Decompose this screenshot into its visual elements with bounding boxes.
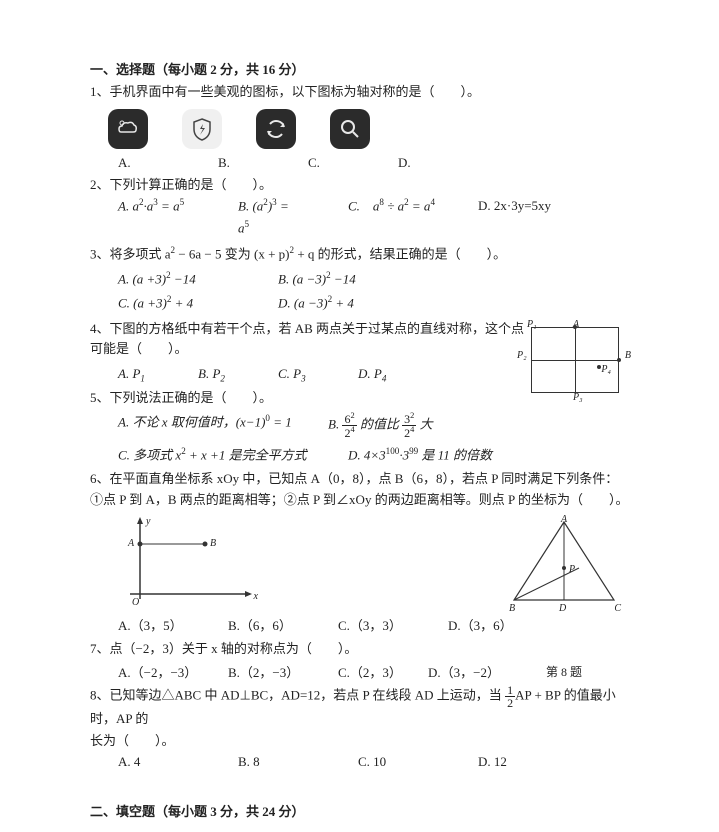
question-3: 3、将多项式 a2 − 6a − 5 变为 (x + p)2 + q 的形式，结… bbox=[90, 244, 629, 264]
q5-options-1: A. 不论 x 取何值时，(x−1)0 = 1 B. 6224 的值比 3224… bbox=[118, 412, 525, 439]
q4-grid-figure: P₁ A B P₂ P₄ P₃ bbox=[525, 321, 625, 399]
q4-opt-a: A. P1 bbox=[118, 364, 198, 386]
question-7: 7、点（−2，3）关于 x 轴的对称点为（ ）。 bbox=[90, 639, 629, 659]
q6-a-label: A bbox=[128, 536, 134, 551]
question-8-line2: 长为（ ）。 bbox=[90, 731, 629, 751]
question-4: 4、下图的方格纸中有若干个点，若 AB 两点关于过某点的直线对称，这个点可能是（… bbox=[90, 319, 525, 358]
q6-opt-d: D.（3，6） bbox=[448, 616, 513, 636]
q8-opt-d: D. 12 bbox=[478, 752, 507, 772]
q4-opt-b: B. P2 bbox=[198, 364, 278, 386]
q4-b-label: B bbox=[625, 348, 631, 363]
q6-opt-c: C.（3，3） bbox=[338, 616, 448, 636]
q6-figures-row: y x O A B A B C D P bbox=[90, 514, 629, 614]
q4-p1-label: P₁ bbox=[527, 317, 537, 332]
figure-8-caption: 第 8 题 bbox=[499, 663, 629, 685]
question-8-line1: 8、已知等边△ABC 中 AD⊥BC，AD=12，若点 P 在线段 AD 上运动… bbox=[90, 684, 629, 729]
q5-opt-d: D. 4×3100·399 是 11 的倍数 bbox=[348, 445, 492, 465]
q2-opt-a: A. a2·a3 = a5 bbox=[118, 196, 238, 216]
q2-opt-d: D. 2x·3y=5xy bbox=[478, 196, 551, 216]
q2-opt-b-line2: a5 bbox=[238, 218, 629, 238]
q8-p-label: P bbox=[569, 562, 575, 577]
q4-p4-label: P₄ bbox=[601, 362, 611, 377]
q3-opt-c: C. (a +3)2 + 4 bbox=[118, 293, 278, 313]
q8-a-label: A bbox=[561, 512, 567, 527]
q2-opt-c: C. a8 ÷ a2 = a4 bbox=[348, 196, 478, 216]
q4-p3-label: P₃ bbox=[573, 390, 583, 405]
search-icon bbox=[330, 109, 370, 149]
q4-opt-c: C. P3 bbox=[278, 364, 358, 386]
q7-row: A.（−2，−3） B.（2，−3） C.（2，3） D.（3，−2） 第 8 … bbox=[90, 661, 629, 685]
q6-coord-figure: y x O A B bbox=[120, 514, 270, 614]
question-5: 5、下列说法正确的是（ ）。 bbox=[90, 388, 525, 408]
q5-opt-c: C. 多项式 x2 + x +1 是完全平方式 bbox=[118, 445, 348, 465]
q1-options: A. B. C. D. bbox=[118, 153, 629, 173]
q8-options: A. 4 B. 8 C. 10 D. 12 bbox=[118, 752, 629, 772]
q8-opt-c: C. 10 bbox=[358, 752, 478, 772]
question-6-line1: 6、在平面直角坐标系 xOy 中，已知点 A（0，8），点 B（6，8），若点 … bbox=[90, 469, 629, 489]
section-1-title: 一、选择题（每小题 2 分，共 16 分） bbox=[90, 60, 629, 80]
q7-opt-d: D.（3，−2） bbox=[428, 663, 500, 683]
q5-opt-a: A. 不论 x 取何值时，(x−1)0 = 1 bbox=[118, 412, 328, 439]
q2-opt-b: B. (a2)3 = bbox=[238, 196, 348, 216]
q4-p2-label: P₂ bbox=[517, 348, 527, 363]
q6-opt-b: B.（6，6） bbox=[228, 616, 338, 636]
q1-icons bbox=[108, 109, 629, 149]
section-2-title: 二、填空题（每小题 3 分，共 24 分） bbox=[90, 802, 629, 822]
shield-lightning-icon bbox=[182, 109, 222, 149]
q8-opt-b: B. 8 bbox=[238, 752, 358, 772]
q4-opt-d: D. P4 bbox=[358, 364, 386, 386]
q1-opt-b: B. bbox=[218, 153, 308, 173]
q4-options: A. P1 B. P2 C. P3 D. P4 bbox=[118, 364, 525, 386]
q8-c-label: C bbox=[614, 601, 621, 616]
question-6-line2: ①点 P 到 A，B 两点的距离相等；②点 P 到∠xOy 的两边距离相等。则点… bbox=[90, 490, 629, 510]
q3-options-1: A. (a +3)2 −14 B. (a −3)2 −14 bbox=[118, 269, 629, 289]
q3-options-2: C. (a +3)2 + 4 D. (a −3)2 + 4 bbox=[118, 293, 629, 313]
q7-options: A.（−2，−3） B.（2，−3） C.（2，3） D.（3，−2） bbox=[118, 663, 499, 683]
q3-opt-d: D. (a −3)2 + 4 bbox=[278, 293, 354, 313]
q3-opt-a: A. (a +3)2 −14 bbox=[118, 269, 278, 289]
q3-opt-b: B. (a −3)2 −14 bbox=[278, 269, 356, 289]
q7-opt-b: B.（2，−3） bbox=[228, 663, 338, 683]
q1-opt-a: A. bbox=[118, 153, 218, 173]
q5-opt-b: B. 6224 的值比 3224 大 bbox=[328, 412, 433, 439]
q7-opt-c: C.（2，3） bbox=[338, 663, 428, 683]
q5-options-2: C. 多项式 x2 + x +1 是完全平方式 D. 4×3100·399 是 … bbox=[118, 445, 629, 465]
q6-opt-a: A.（3，5） bbox=[118, 616, 228, 636]
q7-opt-a: A.（−2，−3） bbox=[118, 663, 228, 683]
q1-opt-d: D. bbox=[398, 153, 411, 173]
q6-options: A.（3，5） B.（6，6） C.（3，3） D.（3，6） bbox=[118, 616, 629, 636]
q8-opt-a: A. 4 bbox=[118, 752, 238, 772]
q6-b-label: B bbox=[210, 536, 216, 551]
cloud-weather-icon bbox=[108, 109, 148, 149]
question-1: 1、手机界面中有一些美观的图标，以下图标为轴对称的是（ ）。 bbox=[90, 82, 629, 102]
refresh-icon bbox=[256, 109, 296, 149]
q6-x-label: x bbox=[254, 589, 258, 604]
q8-d-label: D bbox=[559, 601, 566, 616]
q8-triangle-figure: A B C D P bbox=[499, 514, 629, 614]
q6-y-label: y bbox=[146, 514, 150, 529]
q8-b-label: B bbox=[509, 601, 515, 616]
q2-options: A. a2·a3 = a5 B. (a2)3 = C. a8 ÷ a2 = a4… bbox=[118, 196, 629, 216]
q1-opt-c: C. bbox=[308, 153, 398, 173]
q6-o-label: O bbox=[132, 595, 139, 610]
question-2: 2、下列计算正确的是（ ）。 bbox=[90, 175, 629, 195]
q4-q5-row: 4、下图的方格纸中有若干个点，若 AB 两点关于过某点的直线对称，这个点可能是（… bbox=[90, 315, 629, 441]
